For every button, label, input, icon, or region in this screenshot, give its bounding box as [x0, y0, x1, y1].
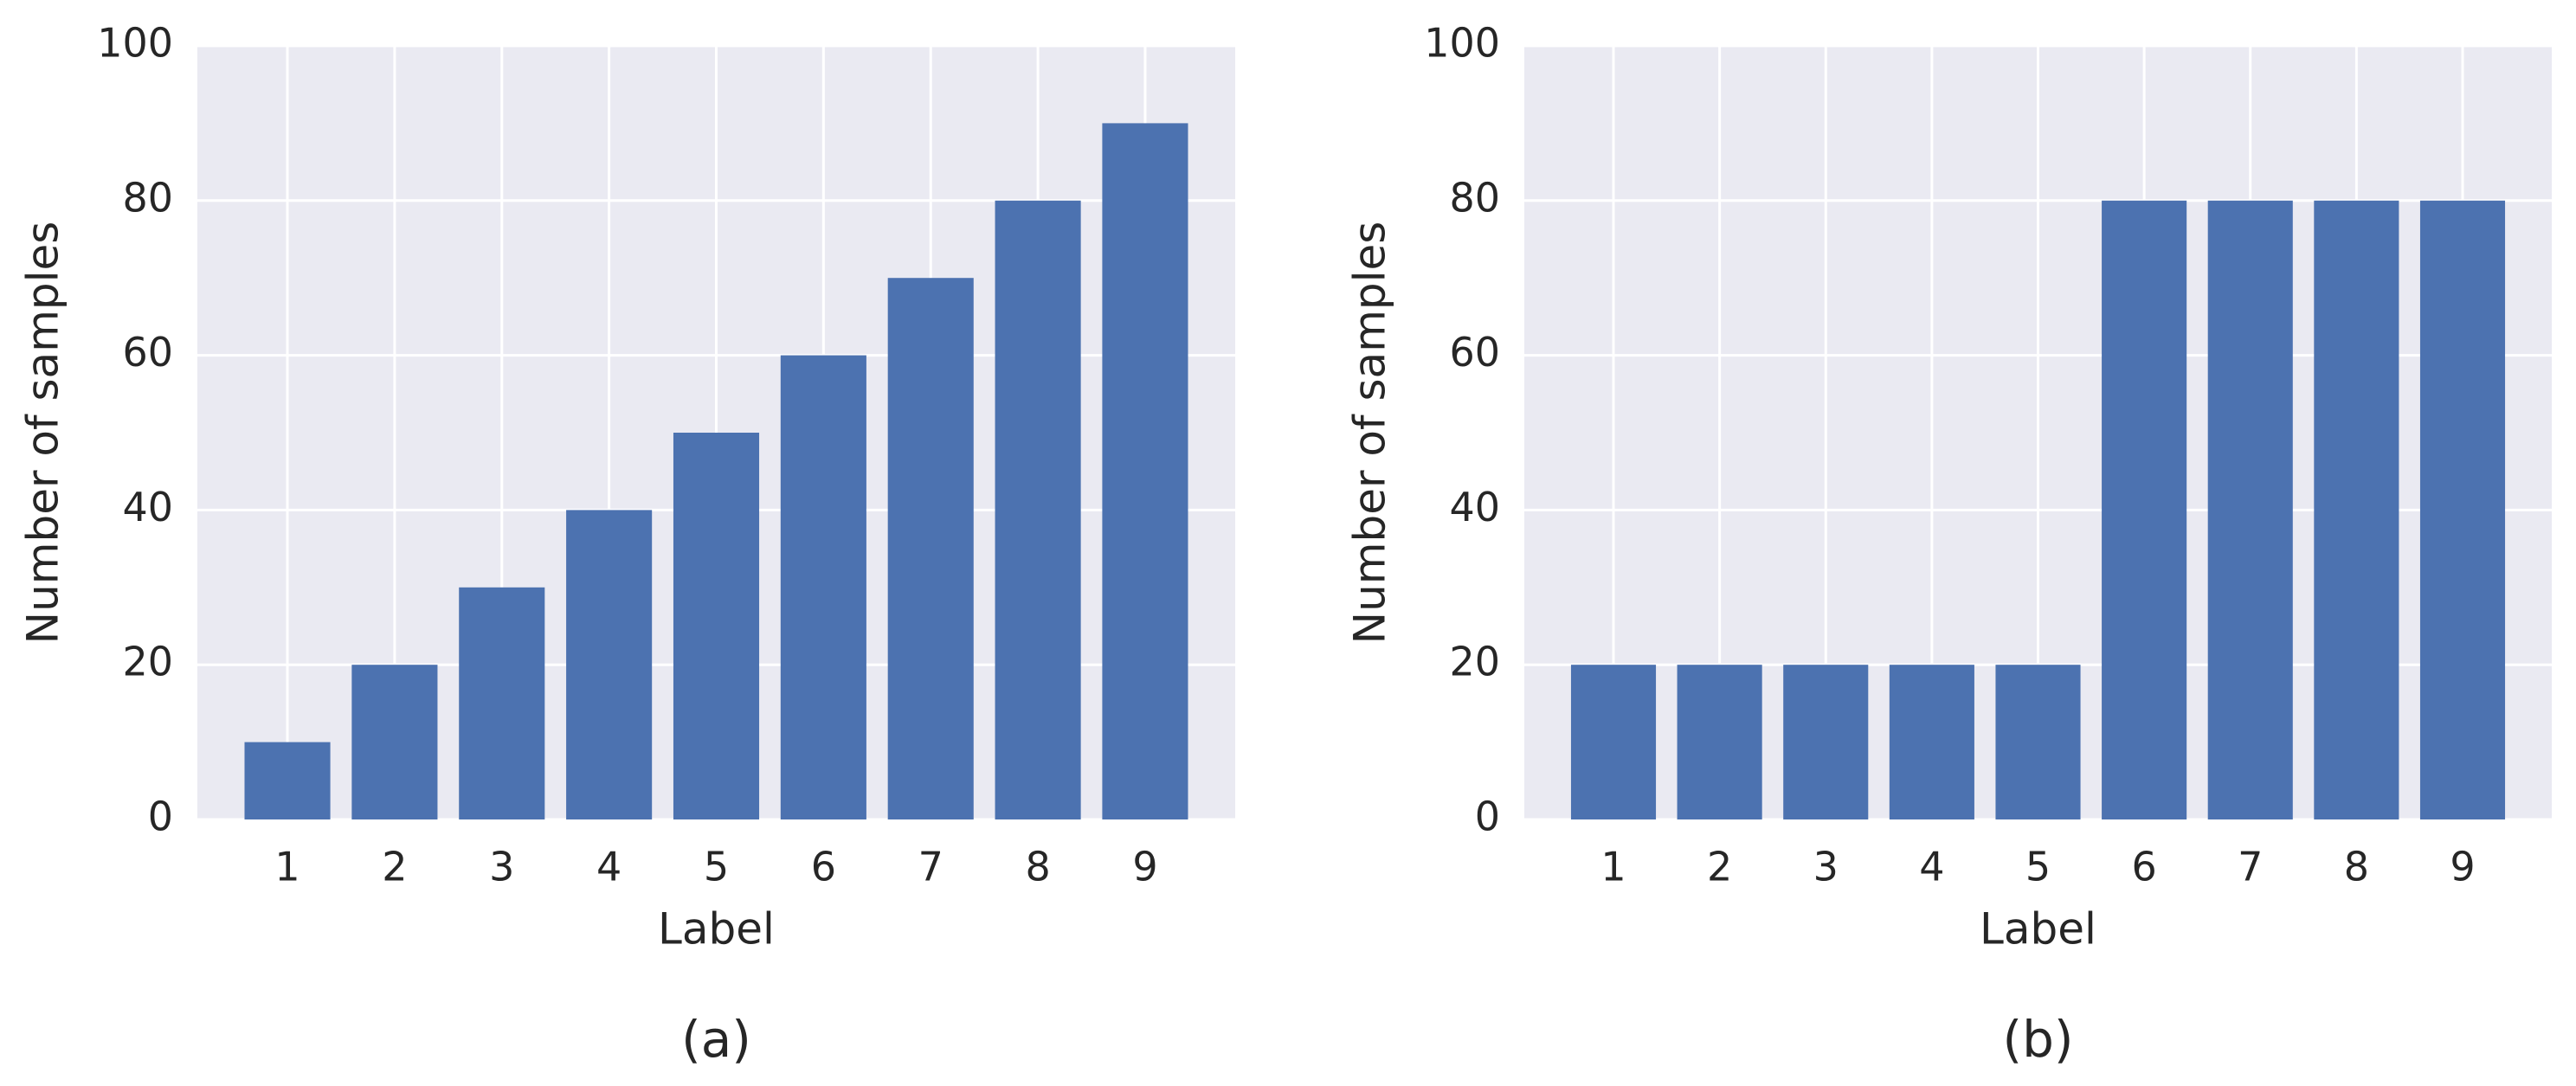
y-tick-label: 20: [1449, 639, 1500, 685]
bar: [2419, 200, 2506, 820]
bar: [780, 355, 866, 820]
x-tick-label: 5: [704, 844, 729, 890]
bar: [2207, 200, 2293, 820]
x-tick-label: 2: [1707, 844, 1732, 890]
chart: 0 20 40 60 80 100 1 2 3 4 5 6 7 8 9 Label Number of samp…: [1345, 20, 2552, 1069]
y-tick-label: 60: [1449, 329, 1500, 376]
y-tick-label: 100: [97, 20, 173, 67]
x-tick-label: 2: [382, 844, 407, 890]
x-tick-label: 7: [2238, 844, 2263, 890]
bar: [244, 742, 331, 819]
x-axis-label: Label: [1980, 904, 2096, 954]
y-axis-label: Number of samples: [18, 222, 68, 645]
y-tick-label: 0: [148, 794, 173, 840]
x-axis-label: Label: [658, 904, 775, 954]
bar: [2314, 200, 2399, 820]
bar: [351, 665, 438, 819]
x-tick-label: 4: [596, 844, 621, 890]
x-tick-label: 1: [274, 844, 299, 890]
bar: [1783, 665, 1869, 819]
x-tick-label: 9: [2450, 844, 2475, 890]
x-tick-label: 5: [2025, 844, 2051, 890]
y-tick-label: 80: [122, 174, 173, 221]
bar: [1889, 665, 1974, 819]
y-tick-label: 40: [1449, 484, 1500, 530]
y-tick-label: 40: [122, 484, 173, 530]
x-tick-label: 3: [489, 844, 514, 890]
chart: 0 20 40 60 80 100 1 2 3 4 5 6 7 8 9 Label Number of samp…: [18, 20, 1235, 1069]
caption: (a): [681, 1010, 751, 1069]
y-tick-label: 20: [122, 639, 173, 685]
y-tick-label: 80: [1449, 174, 1500, 221]
bar: [2102, 200, 2187, 820]
bar: [995, 200, 1081, 820]
bar: [459, 587, 545, 819]
x-tick-label: 8: [1025, 844, 1050, 890]
bar: [887, 278, 974, 819]
x-tick-label: 6: [2131, 844, 2156, 890]
bar: [673, 433, 760, 819]
bar: [1677, 665, 1762, 819]
y-tick-label: 100: [1424, 20, 1500, 67]
x-tick-label: 3: [1813, 844, 1839, 890]
y-tick-label: 0: [1475, 794, 1500, 840]
bar: [1102, 123, 1188, 819]
y-tick-label: 60: [122, 329, 173, 376]
y-axis-label: Number of samples: [1345, 222, 1395, 645]
bar: [1570, 665, 1657, 819]
x-tick-label: 9: [1132, 844, 1157, 890]
x-tick-label: 8: [2344, 844, 2369, 890]
x-tick-label: 6: [811, 844, 836, 890]
bar: [1995, 665, 2081, 819]
bar: [566, 510, 653, 819]
x-tick-label: 1: [1600, 844, 1626, 890]
x-tick-label: 7: [918, 844, 943, 890]
x-tick-label: 4: [1919, 844, 1944, 890]
caption: (b): [2002, 1010, 2073, 1069]
